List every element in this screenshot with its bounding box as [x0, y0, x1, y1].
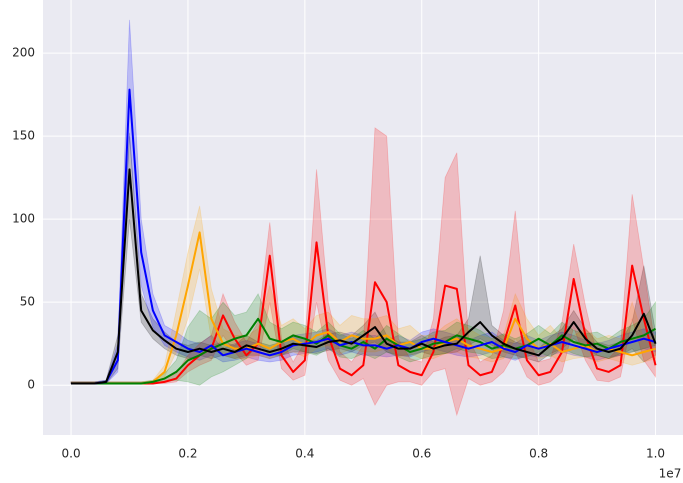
y-tick-label: 200	[12, 46, 35, 60]
x-tick-label: 0.2	[178, 447, 197, 461]
confidence-band	[70, 127, 656, 417]
confidence-band	[70, 205, 656, 384]
y-tick-label: 150	[12, 129, 35, 143]
x-tick-label: 0.0	[62, 447, 81, 461]
plot-area	[70, 19, 657, 417]
x-tick-label: 0.4	[295, 447, 314, 461]
x-offset-label: 1e7	[659, 467, 682, 481]
x-tick-label: 0.8	[529, 447, 548, 461]
line	[71, 168, 657, 385]
line	[71, 317, 657, 385]
line	[71, 231, 656, 385]
x-tick-label: 1.0	[646, 447, 665, 461]
confidence-band	[70, 132, 656, 384]
y-tick-label: 100	[12, 212, 35, 226]
line	[71, 241, 657, 385]
x-tick-label: 0.6	[412, 447, 431, 461]
y-tick-label: 50	[20, 295, 35, 309]
y-tick-label: 0	[27, 378, 35, 392]
line	[71, 88, 656, 385]
